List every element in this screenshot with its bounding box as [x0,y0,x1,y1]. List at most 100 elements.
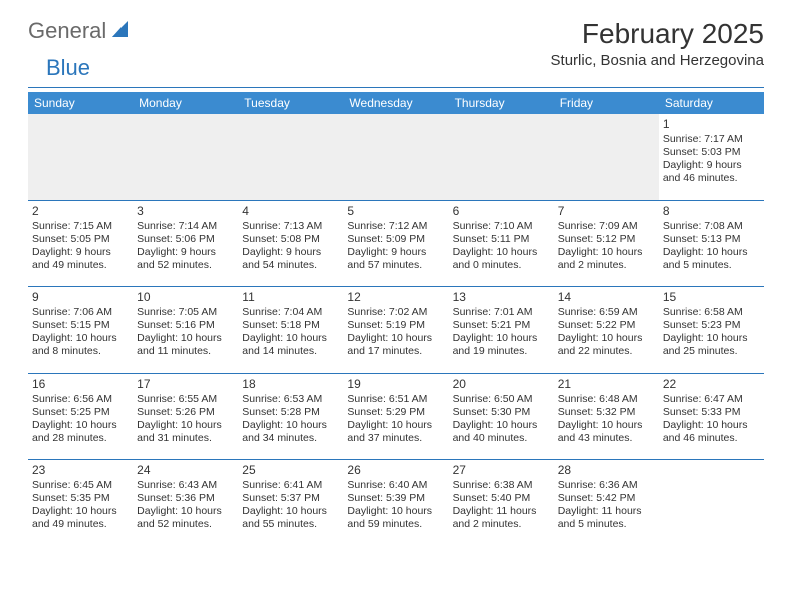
sunrise-text: Sunrise: 6:40 AM [347,479,444,492]
daylight-text: Daylight: 11 hours [453,505,550,518]
sunset-text: Sunset: 5:06 PM [137,233,234,246]
daylight-text: and 25 minutes. [663,345,760,358]
day-cell: 15Sunrise: 6:58 AMSunset: 5:23 PMDayligh… [659,287,764,373]
daylight-text: and 19 minutes. [453,345,550,358]
day-number: 8 [663,204,760,219]
day-number: 26 [347,463,444,478]
week-row: 2Sunrise: 7:15 AMSunset: 5:05 PMDaylight… [28,201,764,287]
day-header: Saturday [659,92,764,114]
daylight-text: Daylight: 10 hours [663,246,760,259]
day-cell: 9Sunrise: 7:06 AMSunset: 5:15 PMDaylight… [28,287,133,373]
day-number: 24 [137,463,234,478]
day-number: 4 [242,204,339,219]
sunset-text: Sunset: 5:28 PM [242,406,339,419]
day-number: 19 [347,377,444,392]
sunrise-text: Sunrise: 6:48 AM [558,393,655,406]
day-number: 27 [453,463,550,478]
day-cell: 25Sunrise: 6:41 AMSunset: 5:37 PMDayligh… [238,460,343,546]
sunrise-text: Sunrise: 6:50 AM [453,393,550,406]
day-cell: 23Sunrise: 6:45 AMSunset: 5:35 PMDayligh… [28,460,133,546]
week-row: 16Sunrise: 6:56 AMSunset: 5:25 PMDayligh… [28,374,764,460]
calendar-body: 1Sunrise: 7:17 AMSunset: 5:03 PMDaylight… [28,114,764,546]
day-header: Thursday [449,92,554,114]
sunrise-text: Sunrise: 7:05 AM [137,306,234,319]
sunrise-text: Sunrise: 7:06 AM [32,306,129,319]
day-header: Sunday [28,92,133,114]
day-cell: 20Sunrise: 6:50 AMSunset: 5:30 PMDayligh… [449,374,554,460]
daylight-text: and 5 minutes. [558,518,655,531]
daylight-text: Daylight: 10 hours [137,419,234,432]
daylight-text: Daylight: 10 hours [453,419,550,432]
sunset-text: Sunset: 5:13 PM [663,233,760,246]
daylight-text: Daylight: 10 hours [453,246,550,259]
sunset-text: Sunset: 5:40 PM [453,492,550,505]
day-number: 6 [453,204,550,219]
daylight-text: Daylight: 10 hours [137,505,234,518]
daylight-text: Daylight: 9 hours [347,246,444,259]
sunrise-text: Sunrise: 6:58 AM [663,306,760,319]
sunrise-text: Sunrise: 7:13 AM [242,220,339,233]
daylight-text: and 37 minutes. [347,432,444,445]
day-number: 20 [453,377,550,392]
day-cell [133,114,238,200]
day-number: 17 [137,377,234,392]
day-number: 18 [242,377,339,392]
sunset-text: Sunset: 5:03 PM [663,146,760,159]
daylight-text: Daylight: 10 hours [242,332,339,345]
sunrise-text: Sunrise: 6:41 AM [242,479,339,492]
sunrise-text: Sunrise: 6:43 AM [137,479,234,492]
day-header: Monday [133,92,238,114]
day-cell [343,114,448,200]
day-cell: 1Sunrise: 7:17 AMSunset: 5:03 PMDaylight… [659,114,764,200]
day-number: 25 [242,463,339,478]
daylight-text: Daylight: 10 hours [558,246,655,259]
calendar-table: Sunday Monday Tuesday Wednesday Thursday… [28,92,764,546]
day-number: 11 [242,290,339,305]
daylight-text: Daylight: 9 hours [663,159,760,172]
sunset-text: Sunset: 5:32 PM [558,406,655,419]
daylight-text: Daylight: 11 hours [558,505,655,518]
sunrise-text: Sunrise: 7:10 AM [453,220,550,233]
day-number: 12 [347,290,444,305]
sunrise-text: Sunrise: 7:15 AM [32,220,129,233]
sunrise-text: Sunrise: 6:59 AM [558,306,655,319]
day-number: 15 [663,290,760,305]
day-cell: 27Sunrise: 6:38 AMSunset: 5:40 PMDayligh… [449,460,554,546]
day-cell: 3Sunrise: 7:14 AMSunset: 5:06 PMDaylight… [133,201,238,287]
daylight-text: and 22 minutes. [558,345,655,358]
daylight-text: and 17 minutes. [347,345,444,358]
sunset-text: Sunset: 5:22 PM [558,319,655,332]
daylight-text: and 46 minutes. [663,432,760,445]
sunset-text: Sunset: 5:16 PM [137,319,234,332]
daylight-text: and 49 minutes. [32,259,129,272]
sunrise-text: Sunrise: 7:04 AM [242,306,339,319]
title-block: February 2025 Sturlic, Bosnia and Herzeg… [551,18,764,69]
day-cell [449,114,554,200]
sunset-text: Sunset: 5:36 PM [137,492,234,505]
daylight-text: Daylight: 10 hours [663,332,760,345]
daylight-text: Daylight: 10 hours [242,419,339,432]
daylight-text: Daylight: 9 hours [137,246,234,259]
daylight-text: Daylight: 10 hours [453,332,550,345]
day-cell: 17Sunrise: 6:55 AMSunset: 5:26 PMDayligh… [133,374,238,460]
daylight-text: and 14 minutes. [242,345,339,358]
sunset-text: Sunset: 5:19 PM [347,319,444,332]
day-cell: 7Sunrise: 7:09 AMSunset: 5:12 PMDaylight… [554,201,659,287]
brand-logo: General [28,18,132,44]
daylight-text: and 57 minutes. [347,259,444,272]
daylight-text: Daylight: 10 hours [558,332,655,345]
brand-text-2: Blue [46,55,90,80]
daylight-text: Daylight: 10 hours [242,505,339,518]
day-cell: 4Sunrise: 7:13 AMSunset: 5:08 PMDaylight… [238,201,343,287]
sunrise-text: Sunrise: 6:56 AM [32,393,129,406]
daylight-text: Daylight: 10 hours [663,419,760,432]
day-number: 21 [558,377,655,392]
sunrise-text: Sunrise: 6:47 AM [663,393,760,406]
day-number: 28 [558,463,655,478]
day-number: 22 [663,377,760,392]
daylight-text: and 59 minutes. [347,518,444,531]
sunset-text: Sunset: 5:33 PM [663,406,760,419]
day-number: 7 [558,204,655,219]
daylight-text: and 43 minutes. [558,432,655,445]
sunset-text: Sunset: 5:11 PM [453,233,550,246]
